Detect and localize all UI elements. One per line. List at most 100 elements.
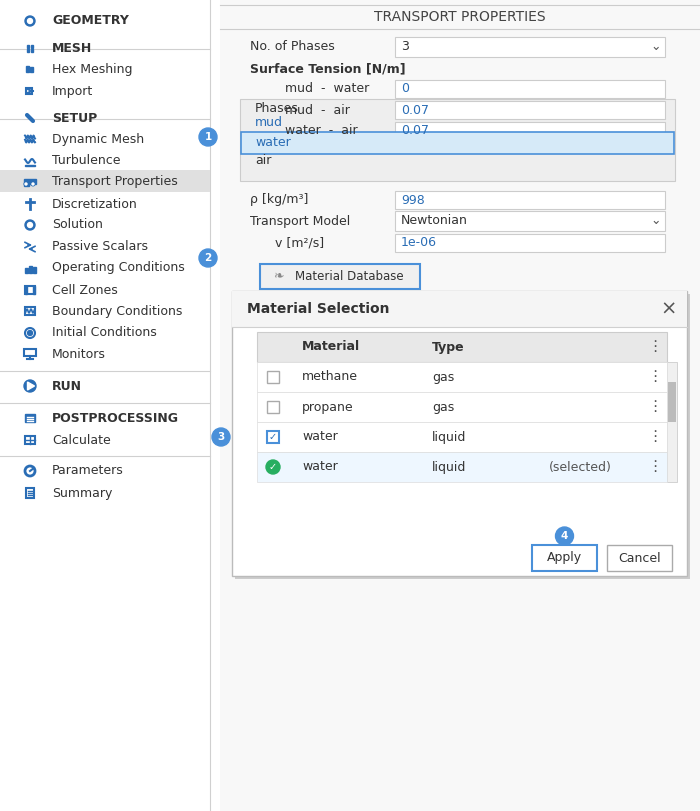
Bar — [0, 170, 210, 192]
Bar — [30, 67, 33, 68]
Circle shape — [199, 128, 217, 146]
Text: ρ [kg/m³]: ρ [kg/m³] — [250, 194, 309, 207]
Text: Initial Conditions: Initial Conditions — [52, 327, 157, 340]
Bar — [667, 362, 677, 482]
Circle shape — [24, 380, 36, 392]
Text: Cancel: Cancel — [618, 551, 661, 564]
Text: Import: Import — [52, 84, 93, 97]
Text: 0.07: 0.07 — [401, 104, 429, 117]
Text: Material: Material — [302, 341, 360, 354]
Text: Material Database: Material Database — [295, 269, 404, 282]
Text: Turbulence: Turbulence — [52, 155, 120, 168]
Text: Boundary Conditions: Boundary Conditions — [52, 304, 183, 317]
Bar — [257, 332, 667, 362]
Text: v [m²/s]: v [m²/s] — [275, 237, 324, 250]
Text: Apply: Apply — [547, 551, 582, 564]
Circle shape — [266, 460, 280, 474]
Circle shape — [199, 249, 217, 267]
Text: ⋮: ⋮ — [648, 370, 663, 384]
Text: Parameters: Parameters — [52, 465, 124, 478]
Bar — [232, 291, 687, 327]
Polygon shape — [27, 382, 34, 390]
Text: air: air — [255, 155, 272, 168]
Text: Operating Conditions: Operating Conditions — [52, 261, 185, 274]
Circle shape — [25, 183, 27, 185]
Circle shape — [27, 19, 32, 24]
Bar — [25, 286, 27, 294]
Text: Material Selection: Material Selection — [247, 302, 389, 316]
Bar — [26, 88, 32, 94]
Text: Calculate: Calculate — [52, 434, 111, 447]
Text: mud  -  air: mud - air — [285, 104, 350, 117]
Bar — [27, 49, 29, 52]
Text: water  -  air: water - air — [285, 125, 358, 138]
Text: ⋮: ⋮ — [648, 460, 663, 474]
Text: Transport Properties: Transport Properties — [52, 175, 178, 188]
Text: 3: 3 — [401, 41, 409, 54]
Text: 3: 3 — [218, 432, 225, 442]
Text: Summary: Summary — [52, 487, 113, 500]
Text: GEOMETRY: GEOMETRY — [52, 15, 129, 28]
Text: Newtonian: Newtonian — [401, 214, 468, 228]
Text: Phases: Phases — [255, 102, 299, 115]
Bar — [257, 452, 667, 482]
Bar — [24, 183, 29, 186]
Bar — [532, 545, 597, 571]
Bar — [0, 0, 210, 811]
Text: 1e-06: 1e-06 — [401, 237, 437, 250]
Bar — [220, 0, 700, 811]
Bar — [33, 286, 35, 294]
Bar — [31, 45, 33, 48]
Text: 1: 1 — [204, 132, 211, 142]
Circle shape — [32, 182, 35, 186]
Bar — [668, 382, 676, 422]
Bar — [395, 101, 665, 119]
Bar — [395, 191, 665, 209]
Bar — [26, 488, 34, 498]
Text: liquid: liquid — [432, 431, 466, 444]
Bar — [24, 349, 36, 356]
Text: 0.07: 0.07 — [401, 125, 429, 138]
Bar — [395, 37, 665, 57]
Text: water: water — [302, 461, 337, 474]
Text: water: water — [255, 136, 290, 149]
Text: ✓: ✓ — [269, 432, 277, 442]
Bar — [395, 80, 665, 98]
Text: 2: 2 — [204, 253, 211, 263]
Text: Surface Tension [N/m]: Surface Tension [N/m] — [250, 62, 405, 75]
Text: MESH: MESH — [52, 41, 92, 54]
Text: Passive Scalars: Passive Scalars — [52, 241, 148, 254]
Bar — [30, 69, 33, 72]
Bar — [27, 45, 29, 48]
Bar — [24, 179, 36, 184]
Text: SETUP: SETUP — [52, 111, 97, 125]
Bar — [25, 165, 35, 166]
Text: gas: gas — [432, 401, 454, 414]
Text: Cell Zones: Cell Zones — [52, 284, 118, 297]
Bar — [25, 436, 35, 444]
Text: 998: 998 — [401, 194, 425, 207]
Text: Hex Meshing: Hex Meshing — [52, 62, 132, 75]
Text: RUN: RUN — [52, 380, 82, 393]
Bar — [257, 362, 667, 392]
Text: propane: propane — [302, 401, 354, 414]
Bar — [267, 371, 279, 383]
Circle shape — [25, 220, 35, 230]
Text: ⌄: ⌄ — [650, 214, 661, 228]
Bar — [395, 211, 665, 231]
Bar — [395, 122, 665, 140]
Bar — [29, 266, 32, 273]
Bar — [25, 268, 27, 273]
Circle shape — [27, 331, 32, 336]
Bar — [240, 99, 675, 181]
Text: ⋮: ⋮ — [648, 400, 663, 414]
Text: ⋮: ⋮ — [648, 340, 663, 354]
Text: gas: gas — [432, 371, 454, 384]
Text: liquid: liquid — [432, 461, 466, 474]
Bar — [395, 234, 665, 252]
Text: Monitors: Monitors — [52, 347, 106, 361]
Circle shape — [27, 222, 32, 228]
Text: ⌄: ⌄ — [650, 41, 661, 54]
Bar — [31, 49, 33, 52]
Text: 4: 4 — [561, 531, 568, 541]
